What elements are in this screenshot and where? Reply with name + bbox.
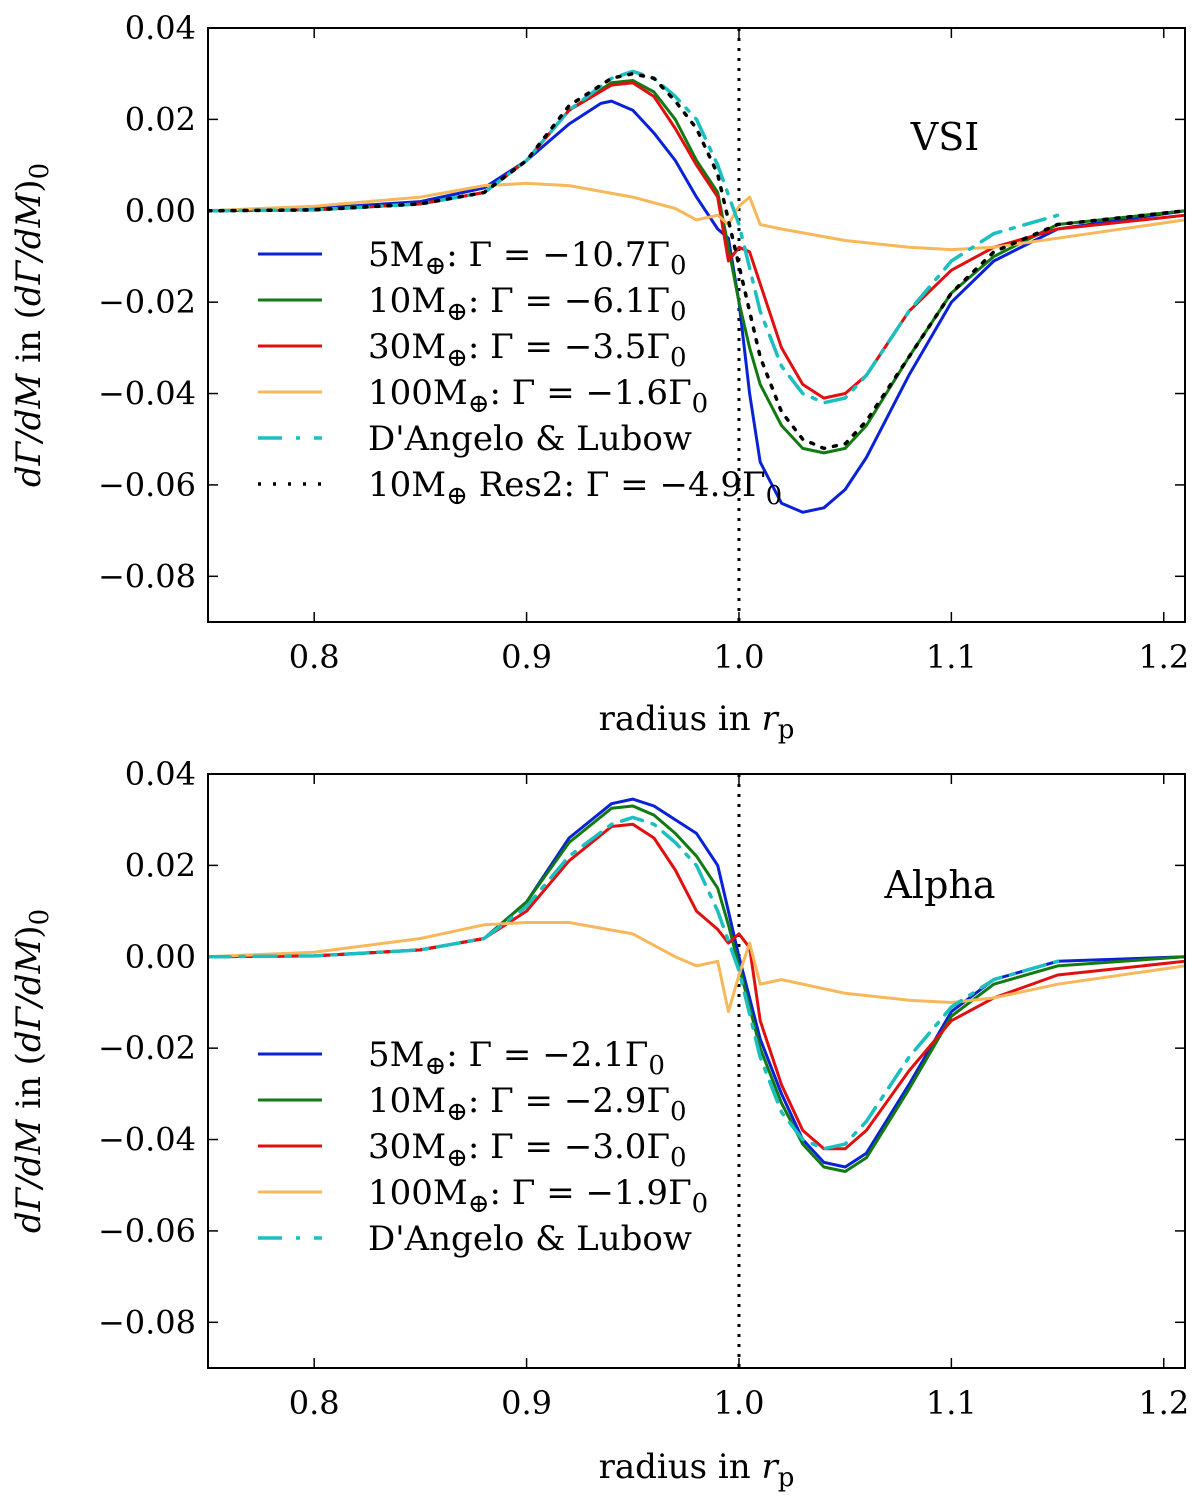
- legend-label: 30M⊕​: Γ = −3.0Γ0​: [368, 1127, 687, 1173]
- x-tick-label: 0.8: [289, 1384, 340, 1422]
- x-tick-label: 1.0: [714, 638, 765, 676]
- y-tick-label: −0.02: [98, 283, 196, 321]
- legend-label: 10M⊕​: Γ = −6.1Γ0​: [368, 281, 687, 327]
- legend-label: 10M⊕​ Res2: Γ = −4.9Γ0​: [368, 465, 782, 511]
- legend-label: 5M⊕​: Γ = −2.1Γ0​: [368, 1035, 665, 1081]
- y-tick-label: −0.04: [98, 375, 196, 413]
- plot-frame: [207, 773, 1186, 1369]
- y-tick-label: 0.04: [125, 9, 196, 47]
- series-line-4: [208, 921, 1185, 1014]
- panel-label: VSI: [910, 115, 980, 159]
- y-tick-label: 0.02: [125, 100, 196, 138]
- series-line-4: [208, 181, 1185, 252]
- legend-label: 10M⊕​: Γ = −2.9Γ0​: [368, 1081, 687, 1127]
- x-tick-label: 1.2: [1138, 638, 1189, 676]
- y-axis-label: dΓ/dM in (dΓ/dM)0: [9, 163, 55, 487]
- series-line-6: [208, 71, 1185, 451]
- y-tick-label: −0.06: [98, 1212, 196, 1250]
- y-tick-label: 0.00: [125, 938, 196, 976]
- legend-label: 5M⊕​: Γ = −10.7Γ0​: [368, 235, 687, 281]
- y-tick-label: −0.02: [98, 1029, 196, 1067]
- series-line-1: [208, 99, 1185, 514]
- series-line-3: [208, 822, 1185, 1151]
- x-tick-label: 0.9: [501, 638, 552, 676]
- x-tick-label: 1.1: [926, 638, 977, 676]
- y-tick-label: −0.08: [98, 557, 196, 595]
- x-axis-label: radius in rp: [599, 699, 795, 745]
- legend-label: D'Angelo & Lubow: [368, 419, 692, 459]
- y-tick-label: 0.04: [125, 755, 196, 793]
- y-tick-label: 0.02: [125, 846, 196, 884]
- y-tick-label: −0.04: [98, 1121, 196, 1159]
- legend-label: 100M⊕​: Γ = −1.6Γ0​: [368, 373, 708, 419]
- y-tick-label: −0.06: [98, 466, 196, 504]
- plot-frame: [207, 27, 1186, 623]
- y-tick-label: 0.00: [125, 192, 196, 230]
- chart-panel-2: 0.8 0.9 1.0 1.1 1.2 0.04 0.02 0.00 −0.02 −0.04 −0.…: [9, 755, 1189, 1493]
- y-tick-label: −0.08: [98, 1303, 196, 1341]
- x-tick-label: 1.0: [714, 1384, 765, 1422]
- x-tick-label: 1.2: [1138, 1384, 1189, 1422]
- y-axis-label: dΓ/dM in (dΓ/dM)0: [9, 909, 55, 1233]
- chart-panel-1: 0.8 0.9 1.0 1.1 1.2 0.04 0.02 0.00 −0.02 −0.04 −0.…: [9, 9, 1189, 745]
- x-tick-label: 1.1: [926, 1384, 977, 1422]
- legend-label: 100M⊕​: Γ = −1.9Γ0​: [368, 1173, 708, 1219]
- x-axis-label: radius in rp: [599, 1447, 795, 1493]
- series-line-5: [208, 815, 1060, 1151]
- panel-label: Alpha: [883, 863, 995, 907]
- series-line-2: [208, 804, 1185, 1173]
- x-tick-label: 0.8: [289, 638, 340, 676]
- legend-label: 30M⊕​: Γ = −3.5Γ0​: [368, 327, 687, 373]
- x-tick-label: 0.9: [501, 1384, 552, 1422]
- legend-label: D'Angelo & Lubow: [368, 1219, 692, 1259]
